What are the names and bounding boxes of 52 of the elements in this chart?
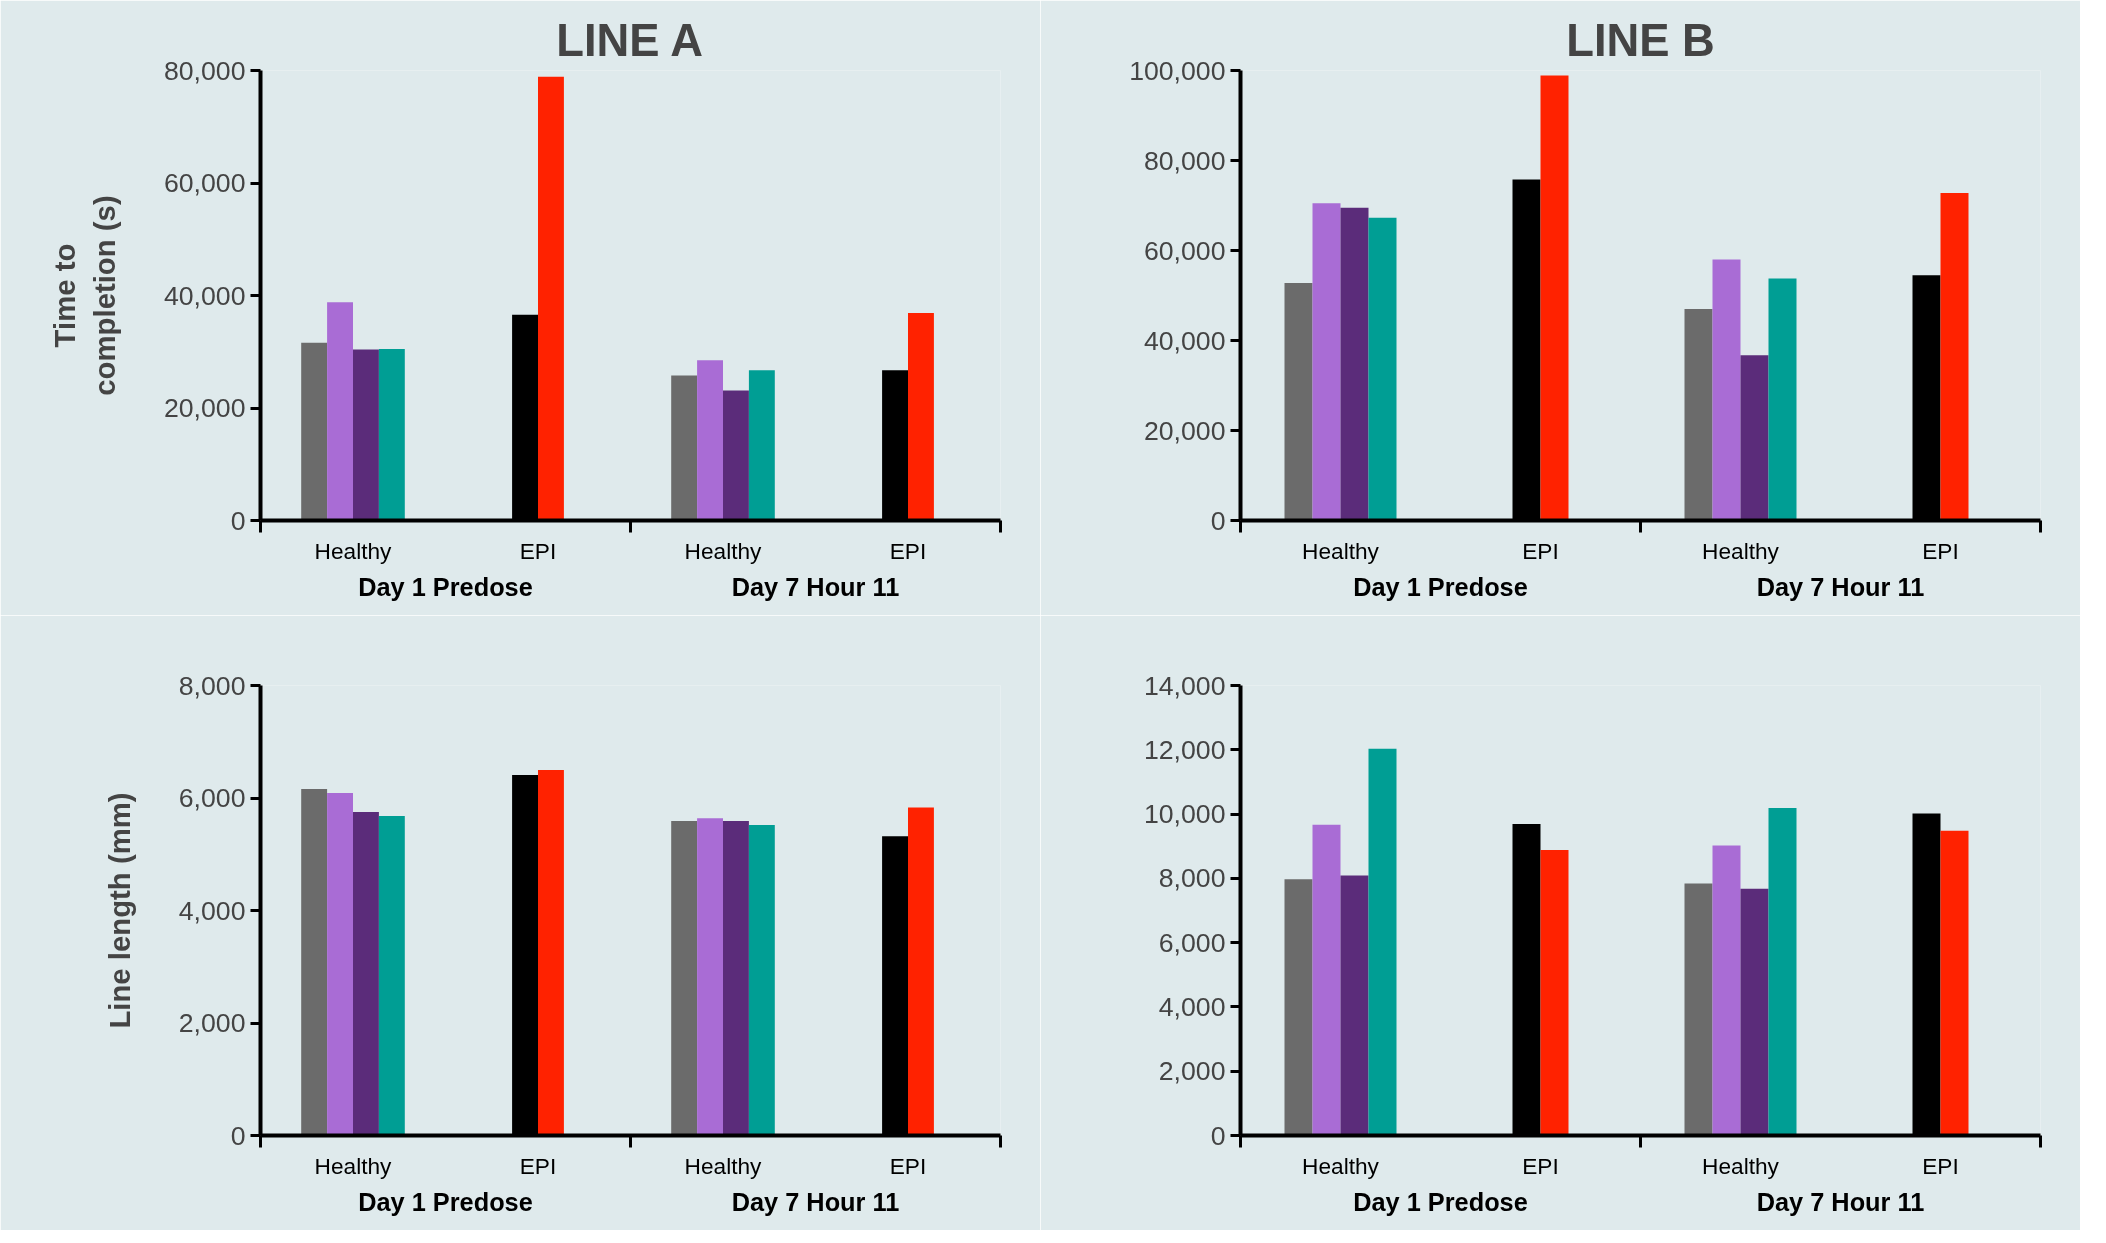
y-tick-label: 0	[1210, 505, 1226, 536]
x-tick-label: EPI	[889, 1152, 927, 1179]
y-tick-label: 6,000	[1158, 927, 1226, 958]
x-tick-label: EPI	[1522, 537, 1559, 564]
text: Day 1 Predose	[1353, 1187, 1528, 1216]
y-tick-label: 14,000	[1143, 670, 1226, 701]
y-tick-label: 4,000	[1158, 991, 1226, 1022]
y-tick-label: 60,000	[163, 168, 246, 198]
x-tick-label: Healthy	[684, 1152, 763, 1179]
y-tick-label: 0	[230, 505, 246, 536]
x-tick-label: EPI	[1522, 1152, 1559, 1179]
text: Day 7 Hour 11	[731, 572, 900, 601]
x-tick-label: EPI	[1922, 537, 1959, 564]
y-tick-label: 12,000	[1143, 734, 1226, 765]
text: Day 7 Hour 11	[731, 1187, 900, 1216]
x-tick-label: EPI	[1922, 1152, 1959, 1179]
y-axis-title: Time to completion (s)	[48, 195, 121, 396]
y-tick-label: 0	[230, 1120, 246, 1151]
text: Day 7 Hour 11	[1756, 572, 1925, 601]
y-tick-label: 2,000	[178, 1008, 246, 1038]
y-axis-title: Line length (mm)	[102, 792, 136, 1029]
y-tick-label: 4,000	[178, 895, 246, 926]
y-tick-label: 10,000	[1143, 799, 1226, 830]
y-tick-label: 40,000	[163, 280, 246, 311]
x-tick-label: Healthy	[314, 1152, 393, 1179]
text: Day 1 Predose	[358, 572, 533, 601]
y-tick-label: 0	[1210, 1120, 1226, 1151]
y-tick-label: 20,000	[1143, 415, 1226, 446]
y-tick-label: 60,000	[1143, 235, 1226, 266]
x-tick-label: Healthy	[1302, 1152, 1380, 1179]
y-tick-label: 8,000	[178, 670, 246, 701]
text: Day 7 Hour 11	[1756, 1187, 1925, 1216]
x-tick-label: Healthy	[684, 537, 763, 564]
x-tick-label: Healthy	[1302, 537, 1380, 564]
y-tick-label: 6,000	[178, 783, 246, 813]
text: Day 1 Predose	[358, 1187, 533, 1216]
text: Day 1 Predose	[1353, 572, 1528, 601]
y-tick-label: 100,000	[1129, 55, 1226, 86]
y-tick-label: 20,000	[163, 393, 246, 423]
y-tick-label: 8,000	[1158, 863, 1226, 894]
x-tick-label: EPI	[889, 537, 927, 564]
x-tick-label: EPI	[519, 537, 557, 564]
y-tick-label: 40,000	[1143, 325, 1226, 356]
y-tick-label: 2,000	[1158, 1056, 1226, 1087]
x-tick-label: Healthy	[1702, 537, 1780, 564]
x-tick-label: EPI	[519, 1152, 557, 1179]
y-tick-label: 80,000	[163, 55, 246, 86]
chart-title: LINE B	[1566, 14, 1715, 66]
y-tick-label: 80,000	[1143, 145, 1226, 176]
x-tick-label: Healthy	[314, 537, 393, 564]
chart-title: LINE A	[556, 14, 704, 66]
x-tick-label: Healthy	[1702, 1152, 1780, 1179]
